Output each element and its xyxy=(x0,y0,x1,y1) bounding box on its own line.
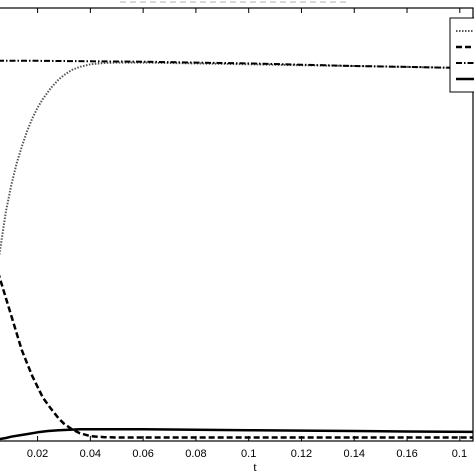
legend xyxy=(449,17,474,93)
x-tick-label: 0.1 xyxy=(452,448,467,460)
series-line-dashed xyxy=(0,274,473,439)
series-line-dotted xyxy=(0,61,474,257)
series-line-dash-dot xyxy=(0,59,474,70)
x-tick-label: 0.12 xyxy=(291,448,312,460)
legend-box xyxy=(449,17,474,93)
x-tick-label: 0.1 xyxy=(241,448,256,460)
series-line-solid xyxy=(0,428,474,441)
x-tick-label: 0.06 xyxy=(132,448,153,460)
x-tick-label: 0.04 xyxy=(80,448,101,460)
x-axis-label: t xyxy=(253,459,257,474)
series-layer xyxy=(0,59,474,441)
x-tick-label: 0.02 xyxy=(27,448,48,460)
x-tick-label: 0.16 xyxy=(396,448,417,460)
plot-frame xyxy=(0,7,474,442)
x-tick-label: 0.14 xyxy=(344,448,365,460)
x-tick-label: 0.08 xyxy=(185,448,206,460)
x-axis-ticks: 0.02 0.04 0.06 0.08 0.1 0.12 0.14 0.16 0.1 xyxy=(27,8,467,460)
